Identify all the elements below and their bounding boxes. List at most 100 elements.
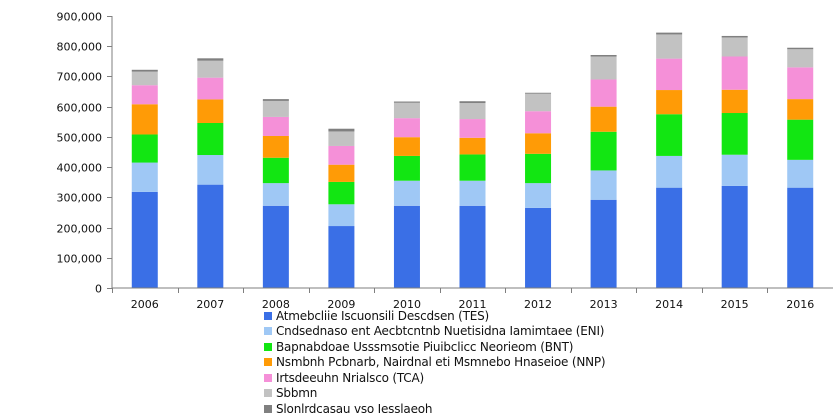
bar-segment — [787, 120, 813, 160]
bar-segment — [722, 36, 748, 38]
bar-segment — [460, 103, 486, 119]
bar-segment — [197, 99, 223, 123]
bar-segment — [656, 34, 682, 58]
bar-segment — [787, 67, 813, 99]
y-tick-label: 800,000 — [57, 41, 103, 54]
bar-segment — [263, 136, 289, 158]
bar-segment — [394, 102, 420, 103]
bar-segment — [525, 183, 551, 208]
bar-segment — [591, 55, 617, 57]
legend-swatch — [264, 374, 272, 382]
bar-segment — [328, 226, 354, 288]
bar-segment — [132, 104, 158, 134]
bar-segment — [787, 99, 813, 120]
legend-label: Cndsednaso ent Aecbtcntnb Nuetisidna Iam… — [276, 324, 604, 338]
bar-segment — [263, 99, 289, 101]
bar-segment — [328, 129, 354, 132]
legend-item: Slonlrdcasau vso Iesslaeoh — [264, 401, 605, 417]
bar-segment — [263, 117, 289, 136]
legend-item: Irtsdeeuhn Nrialsco (TCA) — [264, 370, 605, 386]
legend-swatch — [264, 327, 272, 335]
bar-segment — [591, 79, 617, 106]
bar-segment — [460, 181, 486, 206]
bar-segment — [525, 93, 551, 94]
y-tick-label: 400,000 — [57, 162, 103, 175]
bar-segment — [722, 155, 748, 186]
bar-segment — [197, 78, 223, 100]
bar-segment — [787, 48, 813, 50]
y-tick-label: 700,000 — [57, 71, 103, 84]
bar-segment — [591, 170, 617, 199]
bar-segment — [460, 138, 486, 155]
legend-swatch — [264, 343, 272, 351]
legend-swatch — [264, 358, 272, 366]
bar-segment — [394, 103, 420, 118]
bars — [132, 33, 813, 288]
bar-segment — [197, 58, 223, 60]
bar-segment — [328, 182, 354, 204]
x-tick-label: 2007 — [196, 298, 224, 311]
x-tick-label: 2014 — [655, 298, 683, 311]
bar-segment — [328, 204, 354, 226]
bar-segment — [787, 49, 813, 67]
bar-segment — [197, 185, 223, 288]
bar-segment — [328, 131, 354, 146]
legend-item: Atmebcliie Iscuonsili Descdsen (TES) — [264, 308, 605, 324]
legend-swatch — [264, 312, 272, 320]
bar-segment — [132, 72, 158, 86]
legend: Atmebcliie Iscuonsili Descdsen (TES)Cnds… — [264, 308, 605, 417]
bar-segment — [787, 160, 813, 188]
legend-swatch — [264, 389, 272, 397]
bar-segment — [460, 119, 486, 138]
x-tick-label: 2016 — [786, 298, 814, 311]
bar-segment — [656, 90, 682, 114]
x-tick-label: 2006 — [131, 298, 159, 311]
y-tick-label: 200,000 — [57, 223, 103, 236]
bar-segment — [591, 200, 617, 288]
bar-segment — [394, 181, 420, 206]
bar-segment — [525, 154, 551, 183]
y-tick-label: 500,000 — [57, 132, 103, 145]
bar-segment — [525, 133, 551, 154]
y-tick-label: 100,000 — [57, 253, 103, 266]
bar-segment — [656, 59, 682, 90]
bar-segment — [197, 123, 223, 155]
bar-segment — [591, 107, 617, 132]
bar-segment — [525, 208, 551, 288]
bar-segment — [460, 154, 486, 180]
bar-segment — [525, 94, 551, 112]
bar-segment — [263, 158, 289, 183]
bar-segment — [394, 118, 420, 137]
bar-segment — [656, 114, 682, 156]
legend-label: Slonlrdcasau vso Iesslaeoh — [276, 402, 432, 416]
bar-segment — [132, 70, 158, 72]
x-tick-label: 2015 — [721, 298, 749, 311]
y-tick-label: 600,000 — [57, 102, 103, 115]
bar-segment — [722, 37, 748, 56]
bar-segment — [328, 146, 354, 165]
y-axis-ticks: 0100,000200,000300,000400,000500,000600,… — [57, 11, 113, 296]
bar-segment — [328, 165, 354, 182]
bar-segment — [722, 186, 748, 288]
legend-item: Cndsednaso ent Aecbtcntnb Nuetisidna Iam… — [264, 324, 605, 340]
bar-segment — [525, 111, 551, 133]
legend-item: Sbbmn — [264, 386, 605, 402]
bar-segment — [722, 56, 748, 89]
bar-segment — [460, 101, 486, 103]
bar-segment — [656, 33, 682, 35]
bar-segment — [394, 156, 420, 181]
legend-label: Sbbmn — [276, 386, 317, 400]
bar-segment — [591, 56, 617, 79]
y-tick-label: 900,000 — [57, 11, 103, 24]
bar-segment — [132, 134, 158, 162]
legend-item: Bapnabdoae Usssmsotie Piuibclicc Neorieo… — [264, 339, 605, 355]
bar-segment — [132, 85, 158, 104]
bar-segment — [263, 101, 289, 117]
bar-segment — [197, 61, 223, 78]
bar-segment — [460, 206, 486, 288]
bar-segment — [722, 113, 748, 155]
legend-swatch — [264, 405, 272, 413]
legend-label: Bapnabdoae Usssmsotie Piuibclicc Neorieo… — [276, 340, 573, 354]
bar-segment — [591, 132, 617, 171]
legend-label: Nsmbnh Pcbnarb, Nairdnal eti Msmnebo Hna… — [276, 355, 605, 369]
